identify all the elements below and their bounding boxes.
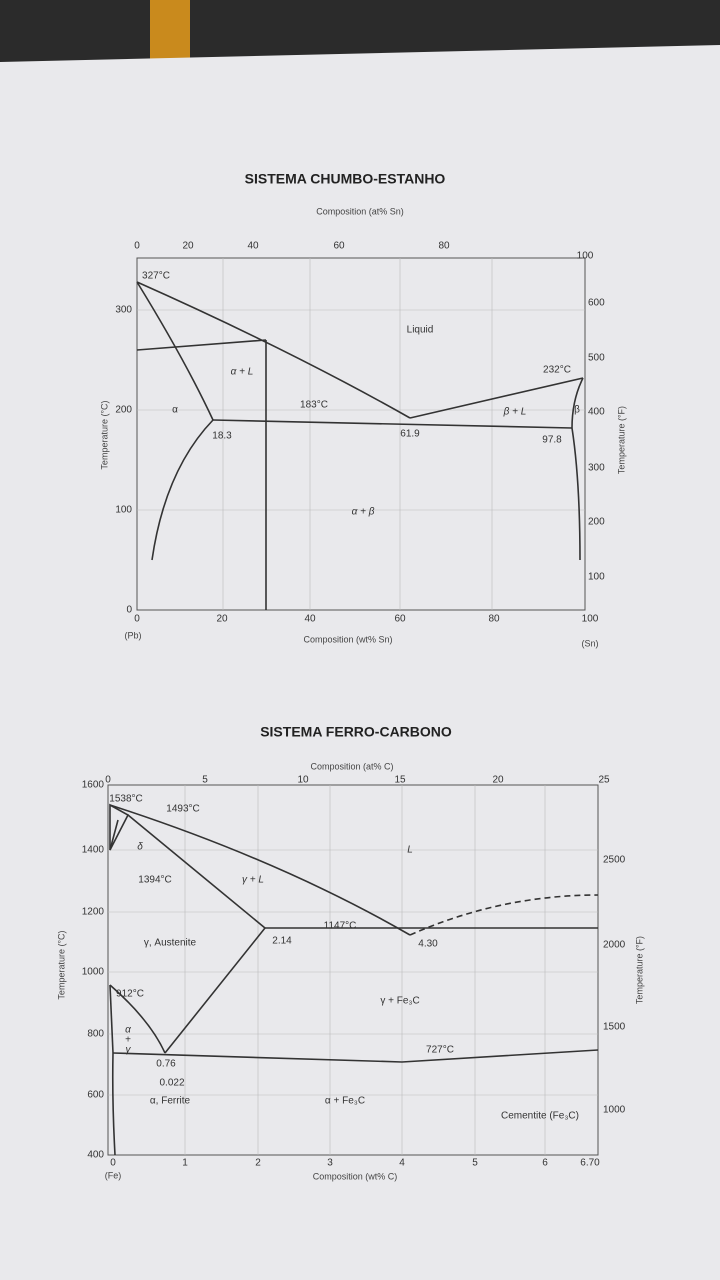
paper	[0, 45, 720, 1280]
region-label: 1493°C	[166, 804, 199, 815]
region-label: 2.14	[272, 936, 292, 947]
region-label: 97.8	[542, 435, 562, 446]
region-label: 1147°C	[324, 921, 357, 932]
axis-label: Temperature (°F)	[616, 406, 626, 474]
region-label: α + β	[352, 507, 375, 518]
region-label: 232°C	[543, 365, 571, 376]
tick-label: 200	[115, 405, 132, 416]
tick-label: 1000	[82, 967, 105, 978]
region-label: 1538°C	[109, 794, 142, 805]
region-label: 18.3	[212, 431, 232, 442]
tick-label: 4	[399, 1158, 405, 1169]
region-label: γ	[126, 1045, 132, 1056]
region-label: Cementite (Fe₃C)	[501, 1111, 579, 1122]
tick-label: 1200	[82, 907, 105, 918]
region-label: 327°C	[142, 271, 170, 282]
tick-label: 0	[110, 1158, 116, 1169]
region-label: 912°C	[116, 989, 144, 1000]
axis-label: Composition (at% C)	[310, 761, 393, 771]
tick-label: 1600	[82, 780, 105, 791]
region-label: +	[125, 1035, 131, 1046]
region-label: 4.30	[418, 939, 438, 950]
tick-label: 5	[472, 1158, 478, 1169]
background-object	[150, 0, 190, 60]
tick-label: 2000	[603, 940, 626, 951]
axis-label: Temperature (°C)	[56, 930, 66, 999]
region-label: γ + Fe₃C	[380, 996, 419, 1007]
region-label: L	[407, 845, 413, 856]
region-label: δ	[137, 842, 143, 853]
tick-label: 1000	[603, 1105, 626, 1116]
tick-label: 0	[134, 241, 140, 252]
tick-label: 2	[255, 1158, 261, 1169]
tick-label: 60	[394, 614, 406, 625]
tick-label: 20	[182, 241, 194, 252]
tick-label: 40	[304, 614, 316, 625]
region-label: β	[574, 405, 580, 416]
end-label: (Sn)	[581, 638, 598, 648]
tick-label: 1400	[82, 845, 105, 856]
region-label: Liquid	[407, 325, 434, 336]
diagram1-lines	[136, 257, 586, 611]
region-label: α + L	[231, 367, 254, 378]
tick-label: 300	[115, 305, 132, 316]
title: SISTEMA FERRO-CARBONO	[260, 724, 452, 740]
tick-label: 6.70	[580, 1158, 600, 1169]
region-label: γ, Austenite	[144, 938, 197, 949]
tick-label: 20	[492, 775, 504, 786]
axis-label: Temperature (°C)	[99, 400, 109, 469]
tick-label: 0	[126, 605, 132, 616]
region-label: 183°C	[300, 400, 328, 411]
region-label: α + Fe₃C	[325, 1096, 365, 1107]
region-label: 727°C	[426, 1045, 454, 1056]
tick-label: 5	[202, 775, 208, 786]
tick-label: 40	[247, 241, 259, 252]
title: SISTEMA CHUMBO-ESTANHO	[245, 171, 446, 187]
axis-label: Temperature (°F)	[634, 936, 644, 1004]
tick-label: 15	[394, 775, 406, 786]
tick-label: 20	[216, 614, 228, 625]
tick-label: 10	[297, 775, 309, 786]
tick-label: 600	[588, 298, 605, 309]
region-label: 1394°C	[138, 875, 171, 886]
region-label: γ + L	[242, 875, 264, 886]
region-label: α	[125, 1025, 131, 1036]
tick-label: 3	[327, 1158, 333, 1169]
tick-label: 100	[582, 614, 599, 625]
tick-label: 100	[577, 251, 594, 262]
tick-label: 0	[134, 614, 140, 625]
tick-label: 0	[105, 775, 111, 786]
end-label: (Fe)	[105, 1170, 122, 1180]
region-label: α, Ferrite	[150, 1096, 191, 1107]
region-label: 0.76	[156, 1059, 176, 1070]
tick-label: 100	[588, 572, 605, 583]
tick-label: 60	[333, 241, 345, 252]
tick-label: 200	[588, 517, 605, 528]
tick-label: 800	[87, 1029, 104, 1040]
tick-label: 2500	[603, 855, 626, 866]
tick-label: 600	[87, 1090, 104, 1101]
tick-label: 400	[87, 1150, 104, 1161]
diagram2-lines	[107, 784, 599, 1156]
region-label: β + L	[503, 407, 527, 418]
tick-label: 400	[588, 407, 605, 418]
end-label: (Pb)	[124, 630, 141, 640]
tick-label: 80	[488, 614, 500, 625]
tick-label: 25	[598, 775, 610, 786]
tick-label: 6	[542, 1158, 548, 1169]
region-label: 61.9	[400, 429, 420, 440]
axis-label: Composition (at% Sn)	[316, 206, 404, 216]
tick-label: 300	[588, 463, 605, 474]
tick-label: 500	[588, 353, 605, 364]
tick-label: 80	[438, 241, 450, 252]
axis-label: Composition (wt% C)	[313, 1171, 398, 1181]
tick-label: 1500	[603, 1022, 626, 1033]
tick-label: 100	[115, 505, 132, 516]
region-label: 0.022	[159, 1078, 184, 1089]
region-label: α	[172, 405, 178, 416]
axis-label: Composition (wt% Sn)	[303, 634, 392, 644]
tick-label: 1	[182, 1158, 188, 1169]
